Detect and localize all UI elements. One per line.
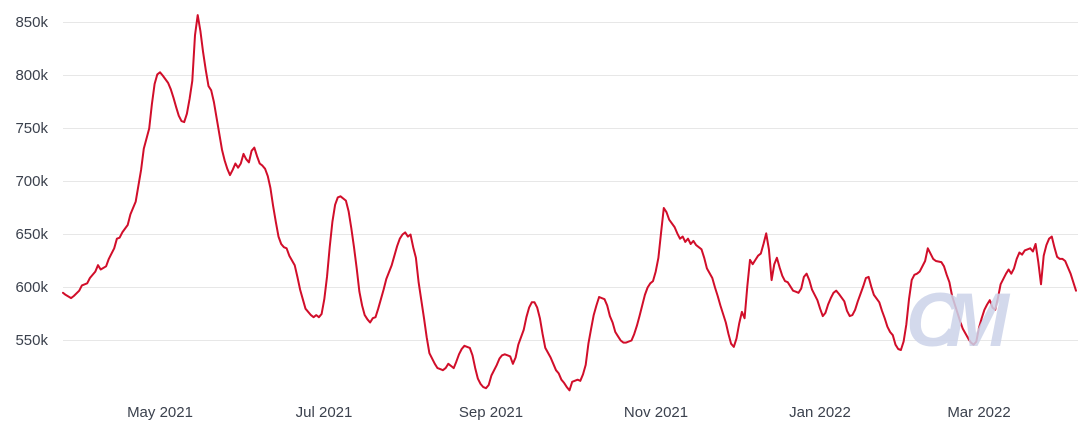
x-tick-label: Jul 2021 — [295, 404, 353, 421]
y-tick-label: 800k — [15, 66, 48, 84]
x-tick-label: May 2021 — [127, 404, 193, 421]
y-tick-label: 700k — [15, 172, 48, 190]
x-tick-label: Jan 2022 — [789, 404, 851, 421]
x-tick-label: Mar 2022 — [947, 404, 1011, 421]
y-tick-label: 650k — [15, 225, 48, 243]
y-tick-label: 850k — [15, 13, 48, 31]
data-line — [62, 14, 1077, 392]
y-tick-label: 550k — [15, 331, 48, 349]
x-tick-label: Sep 2021 — [458, 404, 524, 421]
x-tick-label: Nov 2021 — [623, 404, 689, 421]
y-tick-label: 750k — [15, 119, 48, 137]
y-tick-label: 600k — [15, 278, 48, 296]
